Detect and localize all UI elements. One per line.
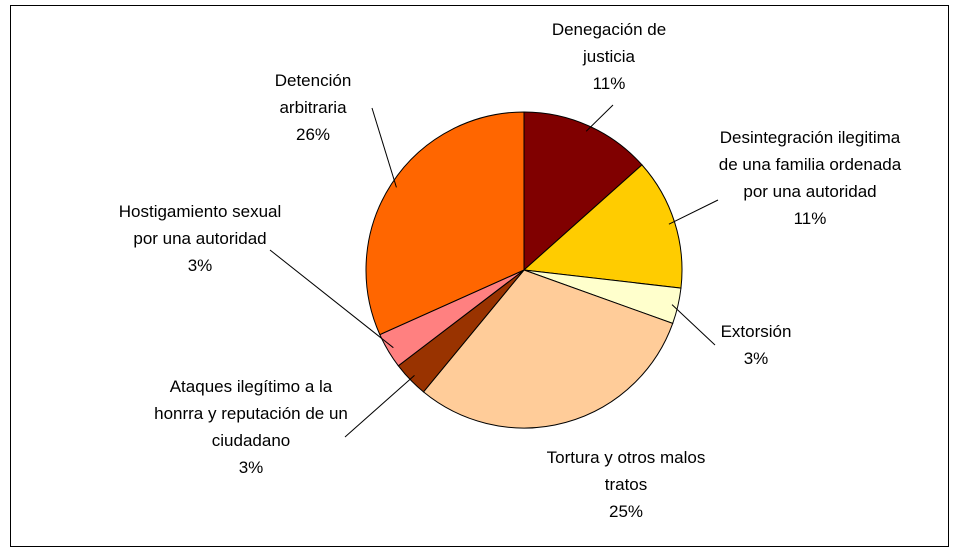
value-label: 3% bbox=[238, 458, 264, 477]
pie-slice bbox=[422, 269, 674, 429]
category-name: Desintegración ilegitima de una familia … bbox=[718, 128, 902, 201]
leader-line bbox=[668, 199, 719, 225]
value-label: 3% bbox=[187, 256, 213, 275]
pie-slice bbox=[365, 111, 525, 336]
leader-line bbox=[671, 304, 716, 346]
value-label: 11% bbox=[793, 209, 827, 228]
leader-line bbox=[344, 375, 415, 438]
leader-line bbox=[371, 107, 397, 188]
value-label: 3% bbox=[743, 349, 769, 368]
leader-line bbox=[269, 249, 394, 349]
category-name: Denegación de justicia bbox=[551, 20, 667, 66]
value-label: 11% bbox=[592, 74, 626, 93]
slice-label: Detención arbitraria 26% bbox=[243, 67, 383, 148]
category-name: Tortura y otros malos tratos bbox=[546, 448, 706, 494]
pie-slice bbox=[522, 164, 683, 289]
value-label: 26% bbox=[295, 125, 331, 144]
category-name: Hostigamiento sexual por una autoridad bbox=[118, 202, 282, 248]
slice-label: Denegación de justicia 11% bbox=[524, 16, 694, 97]
category-name: Detención arbitraria bbox=[274, 71, 352, 117]
slice-label: Ataques ilegítimo a la honrra y reputaci… bbox=[151, 373, 351, 481]
value-label: 25% bbox=[608, 502, 644, 521]
category-name: Ataques ilegítimo a la honrra y reputaci… bbox=[154, 377, 348, 450]
pie-slice bbox=[523, 111, 643, 272]
category-name: Extorsión bbox=[720, 322, 792, 341]
slice-label: Tortura y otros malos tratos 25% bbox=[541, 444, 711, 525]
leader-line bbox=[585, 104, 614, 132]
slice-label: Desintegración ilegitima de una familia … bbox=[715, 124, 905, 232]
slice-label: Hostigamiento sexual por una autoridad 3% bbox=[110, 198, 290, 279]
slice-label: Extorsión 3% bbox=[696, 318, 816, 372]
